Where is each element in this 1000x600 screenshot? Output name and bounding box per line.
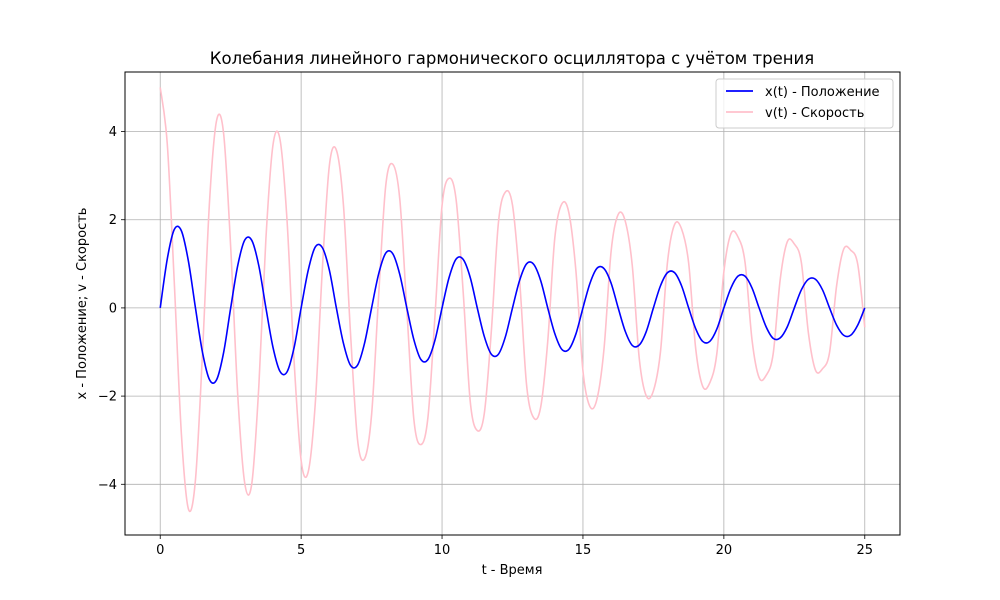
legend-label-position: x(t) - Положение — [765, 85, 880, 100]
y-tick-label: −2 — [98, 390, 117, 405]
legend: x(t) - Положение v(t) - Скорость — [715, 78, 894, 129]
x-tick-label: 10 — [434, 543, 451, 558]
x-tick-label: 20 — [716, 543, 733, 558]
series-line-position — [159, 225, 866, 384]
axes-frame — [124, 71, 901, 536]
series-line-velocity — [159, 87, 866, 513]
x-tick-label: 25 — [856, 543, 873, 558]
grid — [125, 72, 900, 535]
x-axis-label: t - Время — [482, 563, 543, 578]
series-layer — [159, 87, 866, 513]
y-tick-label: −4 — [98, 478, 117, 493]
x-tick-label: 15 — [575, 543, 592, 558]
y-tick-label: 0 — [109, 301, 117, 316]
chart-title: Колебания линейного гармонического осцил… — [210, 49, 814, 68]
x-tick-label: 5 — [297, 543, 305, 558]
plot-area — [159, 87, 866, 513]
y-tick-label: 2 — [109, 213, 117, 228]
y-tick-label: 4 — [109, 125, 117, 140]
ticks: 0 5 10 15 20 25 −4 −2 0 2 4 — [98, 125, 873, 558]
x-tick-label: 0 — [156, 543, 164, 558]
y-axis-label: x - Положение; v - Скорость — [75, 208, 90, 400]
legend-box — [715, 78, 894, 129]
legend-label-velocity: v(t) - Скорость — [765, 106, 864, 121]
